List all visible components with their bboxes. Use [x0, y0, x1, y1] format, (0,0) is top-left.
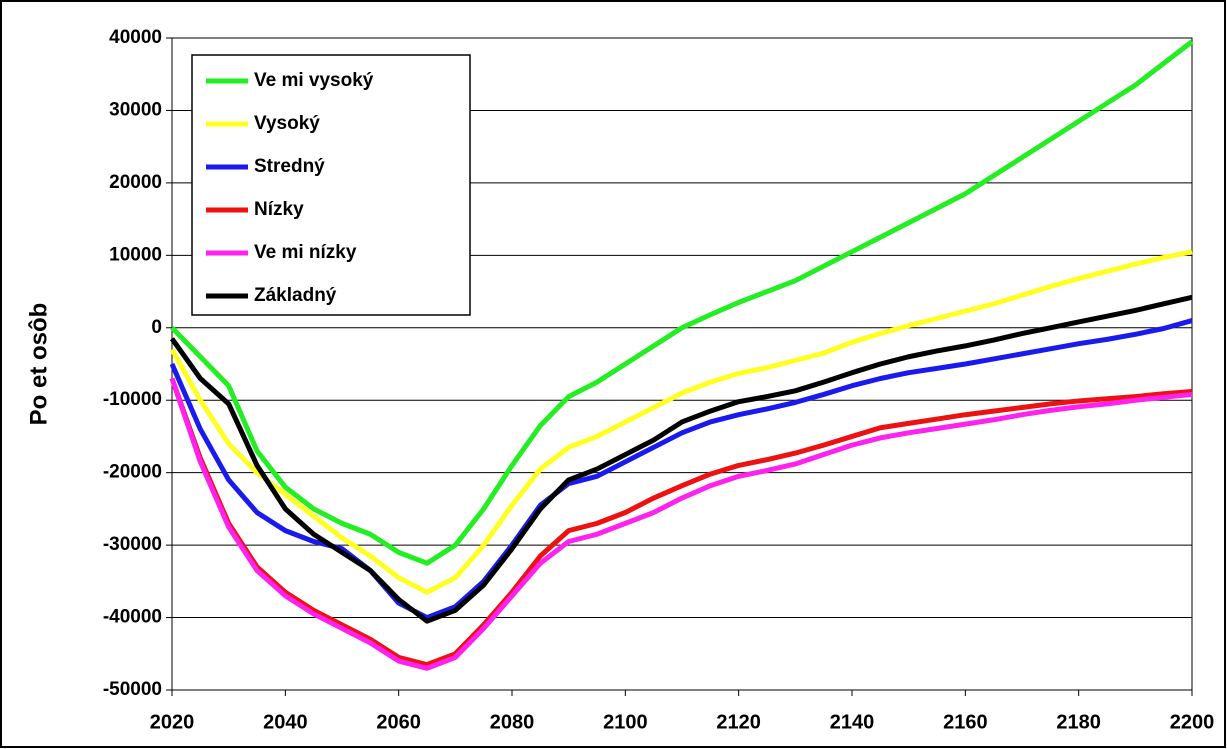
- x-tick-label: 2180: [1056, 711, 1101, 733]
- x-tick-label: 2120: [716, 711, 761, 733]
- series-line: [169, 318, 1193, 621]
- legend-label: Vysoký: [254, 113, 320, 134]
- y-tick-label: 0: [151, 317, 162, 338]
- x-tick-label: 2060: [376, 711, 421, 733]
- x-tick-label: 2160: [943, 711, 988, 733]
- legend-label: Ve mi vysoký: [254, 70, 374, 91]
- legend-box: [191, 54, 471, 316]
- series-line: [170, 39, 1194, 566]
- y-tick-label: -20000: [103, 462, 162, 483]
- x-tick-label: 2140: [830, 711, 875, 733]
- series-line: [169, 377, 1193, 671]
- y-tick-label: 30000: [109, 99, 162, 120]
- y-axis-label: Po et osôb: [25, 303, 52, 426]
- y-tick-label: 20000: [109, 172, 162, 193]
- y-tick-label: -40000: [103, 607, 162, 628]
- x-tick-label: 2040: [263, 711, 308, 733]
- x-tick-label: 2080: [490, 711, 535, 733]
- series-line: [169, 377, 1193, 668]
- y-tick-label: -30000: [103, 534, 162, 555]
- legend-label: Ve mi nízky: [254, 242, 357, 263]
- x-tick-label: 2200: [1170, 711, 1215, 733]
- x-tick-label: 2100: [603, 711, 648, 733]
- legend-label: Stredný: [254, 156, 325, 177]
- series-line: [169, 249, 1193, 595]
- x-tick-label: 2020: [150, 711, 195, 733]
- legend-label: Základný: [254, 285, 337, 306]
- legend-label: Nízky: [254, 199, 304, 220]
- y-tick-label: -50000: [103, 679, 162, 700]
- y-tick-label: 40000: [109, 27, 162, 48]
- series-line: [169, 294, 1193, 624]
- y-tick-label: 10000: [109, 244, 162, 265]
- y-tick-label: -10000: [103, 389, 162, 410]
